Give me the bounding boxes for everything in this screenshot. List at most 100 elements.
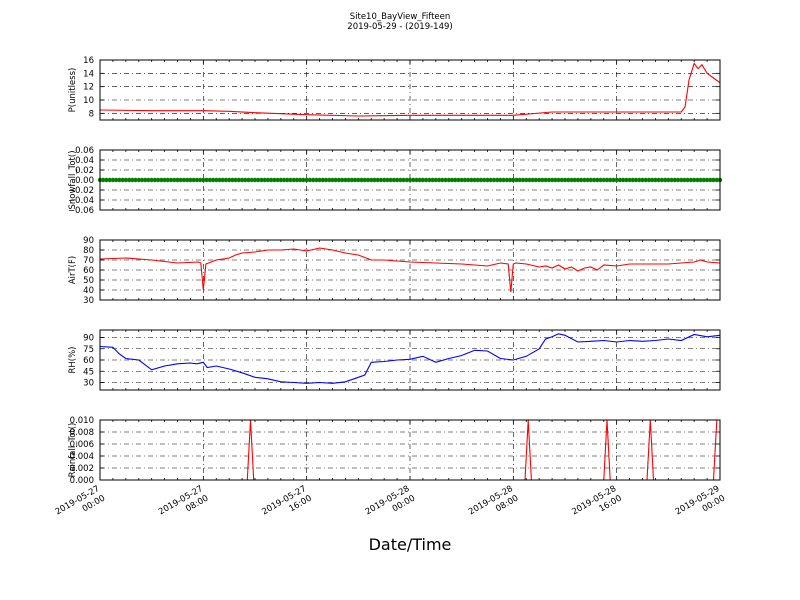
data-point (168, 177, 174, 183)
data-point (230, 177, 235, 183)
data-point (601, 177, 606, 183)
y-tick-label: 0.00 (75, 176, 94, 186)
data-point (268, 177, 274, 183)
data-point (110, 177, 116, 183)
plot-frame (99, 149, 721, 211)
data-point (520, 177, 526, 183)
y-axis-label: P(unitless) (68, 68, 78, 113)
data-point (352, 177, 358, 183)
data-point (165, 177, 170, 183)
y-tick-label: 0.04 (75, 156, 94, 166)
data-point (239, 177, 245, 183)
data-point (146, 177, 151, 183)
y-tick-label: 0.06 (75, 146, 94, 156)
data-point (394, 177, 400, 183)
data-point (708, 177, 713, 183)
data-point (695, 177, 700, 183)
data-point (207, 177, 212, 183)
data-point (514, 177, 519, 183)
data-point (682, 177, 687, 183)
data-point (588, 177, 593, 183)
data-point (259, 177, 264, 183)
data-point (430, 177, 435, 183)
y-tick-label: 12 (83, 83, 94, 93)
data-point (646, 177, 652, 183)
data-point (662, 177, 668, 183)
y-axis-label: Rainfall_Tot() (68, 423, 78, 478)
data-point (327, 177, 332, 183)
data-point (604, 177, 610, 183)
data-point (340, 177, 345, 183)
data-point (617, 177, 623, 183)
data-point (197, 177, 203, 183)
data-point (133, 177, 138, 183)
y-tick-label: 70 (83, 256, 94, 266)
data-point (433, 177, 438, 183)
data-point (637, 177, 642, 183)
y-tick-label: 90 (83, 236, 94, 246)
y-tick-label: 0.02 (75, 166, 94, 176)
shared-x-axis: 2019-05-2700:00 2019-05-2708:00 2019-05-27… (54, 484, 727, 527)
data-point (414, 177, 419, 183)
data-point (411, 177, 416, 183)
data-point (256, 177, 261, 183)
y-tick-label: −0.04 (68, 196, 94, 206)
data-point (436, 177, 442, 183)
plot-frame (99, 419, 721, 481)
data-series-line (99, 247, 721, 293)
data-point (281, 177, 287, 183)
data-point (246, 177, 251, 183)
data-point (181, 177, 187, 183)
data-point (227, 177, 232, 183)
data-point (298, 177, 303, 183)
data-point (540, 177, 545, 183)
y-tick-label: 50 (83, 276, 94, 286)
data-point (630, 177, 635, 183)
data-point (608, 177, 613, 183)
data-point (423, 177, 429, 183)
data-point (585, 177, 590, 183)
data-point (307, 177, 313, 183)
data-point (491, 177, 497, 183)
data-point (356, 177, 361, 183)
y-tick-label: 16 (83, 56, 94, 66)
data-point (120, 177, 125, 183)
data-point (701, 177, 707, 183)
y-tick-label: 0.010 (70, 416, 94, 426)
data-point (214, 177, 219, 183)
data-point (252, 177, 258, 183)
data-point (320, 177, 325, 183)
data-point (692, 177, 697, 183)
data-point (517, 177, 522, 183)
data-point (495, 177, 500, 183)
data-point (152, 177, 158, 183)
data-point (285, 177, 290, 183)
data-point (440, 177, 445, 183)
data-point (136, 177, 141, 183)
data-point (569, 177, 574, 183)
data-point (130, 177, 135, 183)
data-point (398, 177, 403, 183)
y-axis-label: Snowfall_Tot() (68, 150, 78, 209)
data-point (624, 177, 629, 183)
data-point (614, 177, 619, 183)
data-point (453, 177, 458, 183)
data-point (472, 177, 477, 183)
data-point (653, 177, 658, 183)
data-point (524, 177, 529, 183)
x-tick-label: 2019-05-2716:00 (260, 484, 313, 527)
data-point (236, 177, 242, 183)
data-point (591, 177, 597, 183)
data-point (185, 177, 190, 183)
data-point (249, 177, 254, 183)
data-point (656, 177, 661, 183)
data-point (391, 177, 397, 183)
y-tick-label: 0.008 (70, 428, 94, 438)
data-point (404, 177, 409, 183)
data-point (575, 177, 581, 183)
data-point (375, 177, 380, 183)
data-point (672, 177, 677, 183)
data-point (349, 177, 355, 183)
y-tick-label: 45 (83, 367, 94, 377)
